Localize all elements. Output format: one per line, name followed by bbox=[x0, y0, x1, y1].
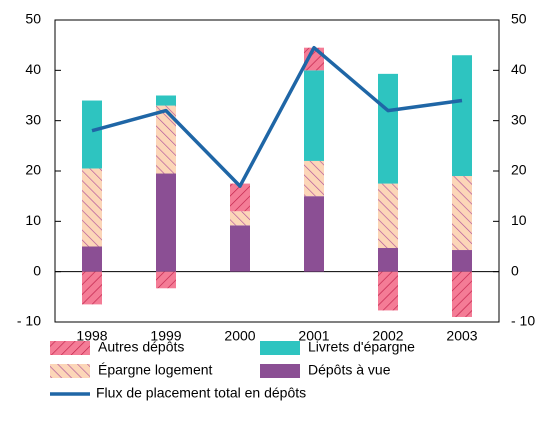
bar-segment bbox=[378, 183, 398, 249]
bar-segment bbox=[452, 176, 472, 251]
y2-tick-label: 20 bbox=[511, 162, 527, 178]
y-tick-label: 20 bbox=[25, 162, 41, 178]
x-tick-label: 1999 bbox=[150, 328, 181, 344]
plot-frame bbox=[54, 19, 500, 323]
legend-swatch bbox=[260, 341, 300, 355]
legend-swatch bbox=[50, 341, 90, 355]
y-tick-label: 50 bbox=[25, 11, 41, 27]
bar-segment bbox=[82, 168, 102, 247]
legend-label: Épargne logement bbox=[98, 362, 213, 378]
legend-swatch bbox=[260, 364, 300, 378]
legend-swatch bbox=[50, 364, 90, 378]
y2-tick-label: 50 bbox=[511, 11, 527, 27]
bar-segment bbox=[82, 246, 102, 272]
y2-tick-label: 0 bbox=[511, 262, 519, 278]
line-series bbox=[91, 45, 463, 188]
bar-segment bbox=[304, 160, 324, 197]
bar-segment bbox=[304, 196, 324, 272]
y-tick-label: - 10 bbox=[17, 313, 41, 329]
x-tick-label: 2001 bbox=[298, 328, 329, 344]
bar-segment bbox=[452, 55, 472, 177]
bar-segment bbox=[82, 100, 102, 169]
x-tick-label: 2002 bbox=[372, 328, 403, 344]
bar-segment bbox=[230, 211, 250, 226]
bar-segment bbox=[378, 73, 398, 184]
x-tick-label: 2000 bbox=[224, 328, 255, 344]
y-tick-label: 30 bbox=[25, 111, 41, 127]
y-tick-label: 0 bbox=[33, 262, 41, 278]
bar-segment bbox=[156, 95, 176, 106]
bar-segment bbox=[378, 271, 398, 311]
bar-segment bbox=[156, 105, 176, 174]
bar-segment bbox=[304, 70, 324, 161]
y2-tick-label: - 10 bbox=[511, 313, 535, 329]
x-tick-label: 1998 bbox=[76, 328, 107, 344]
y2-tick-label: 10 bbox=[511, 212, 527, 228]
bar-segment bbox=[82, 271, 102, 305]
bar-segment bbox=[452, 250, 472, 272]
bar-segment bbox=[156, 271, 176, 289]
legend-label: Flux de placement total en dépôts bbox=[96, 385, 306, 401]
bar-segment bbox=[156, 173, 176, 272]
bar-segment bbox=[230, 183, 250, 212]
legend-label: Livrets d'épargne bbox=[308, 339, 415, 355]
y-tick-label: 10 bbox=[25, 212, 41, 228]
bar-segment bbox=[230, 225, 250, 272]
bar-segment bbox=[378, 248, 398, 272]
y2-tick-label: 30 bbox=[511, 111, 527, 127]
bar-segment bbox=[452, 271, 472, 317]
y2-tick-label: 40 bbox=[511, 61, 527, 77]
legend-label: Dépôts à vue bbox=[308, 362, 391, 378]
x-tick-label: 2003 bbox=[446, 328, 477, 344]
y-tick-label: 40 bbox=[25, 61, 41, 77]
legend-label: Autres dépôts bbox=[98, 339, 184, 355]
